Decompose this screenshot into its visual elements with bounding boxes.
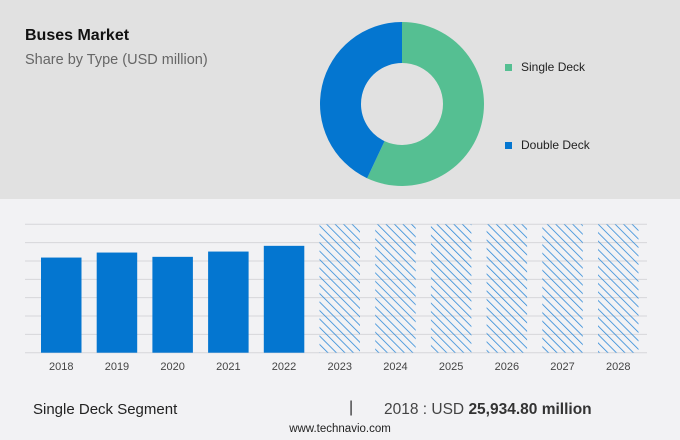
legend-item-single-deck[interactable]: Single Deck [505,60,585,74]
forecast-bar-2026[interactable] [486,224,528,353]
legend-label: Single Deck [521,60,586,74]
bar-chart: 2018 2019 2020 2021 2022 2023 2024 2025 2026 2027… [25,223,647,373]
chart-subtitle: Share by Type (USD million) [25,52,208,68]
donut-slice-single-deck [367,22,484,186]
bar-2019[interactable] [96,252,138,353]
donut-chart [320,22,484,186]
forecast-bar-2028[interactable] [598,224,639,353]
value-amount: 25,934.80 million [468,401,592,418]
forecast-bar-2023[interactable] [319,224,361,353]
forecast-bar-2025[interactable] [430,224,472,353]
x-axis-label: 2026 [495,361,519,373]
x-axis-label: 2019 [105,361,129,373]
x-axis-label: 2020 [160,361,184,373]
bar-2022[interactable] [263,245,305,353]
legend-swatch-icon [505,63,512,71]
segment-label: Single Deck Segment [33,401,178,418]
value-prefix: 2018 : USD [384,401,469,418]
segment-value: 2018 : USD 25,934.80 million [384,401,592,419]
summary-panel: Buses Market Share by Type (USD million)… [0,0,680,199]
legend-item-double-deck[interactable]: Double Deck [505,138,590,152]
separator: | [349,399,354,416]
forecast-bar-2024[interactable] [375,224,416,353]
x-axis-label: 2023 [328,361,352,373]
x-axis-label: 2021 [216,361,240,373]
bar-chart-panel: 2018 2019 2020 2021 2022 2023 2024 2025 2026 2027… [0,199,680,440]
x-axis-label: 2027 [550,361,574,373]
x-axis-label: 2018 [49,361,73,373]
chart-title: Buses Market [25,27,130,44]
x-axis-label: 2028 [606,361,630,373]
legend-swatch-icon [505,141,512,149]
bar-2018[interactable] [41,257,82,353]
legend-label: Double Deck [521,138,590,152]
x-axis-label: 2022 [272,361,296,373]
donut-slice-double-deck [320,22,402,179]
x-axis-label: 2024 [383,361,407,373]
bar-2021[interactable] [208,251,249,353]
x-axis-label: 2025 [439,361,463,373]
source-watermark: www.technavio.com [289,423,391,435]
bar-2020[interactable] [152,256,193,353]
forecast-bar-2027[interactable] [542,224,583,353]
